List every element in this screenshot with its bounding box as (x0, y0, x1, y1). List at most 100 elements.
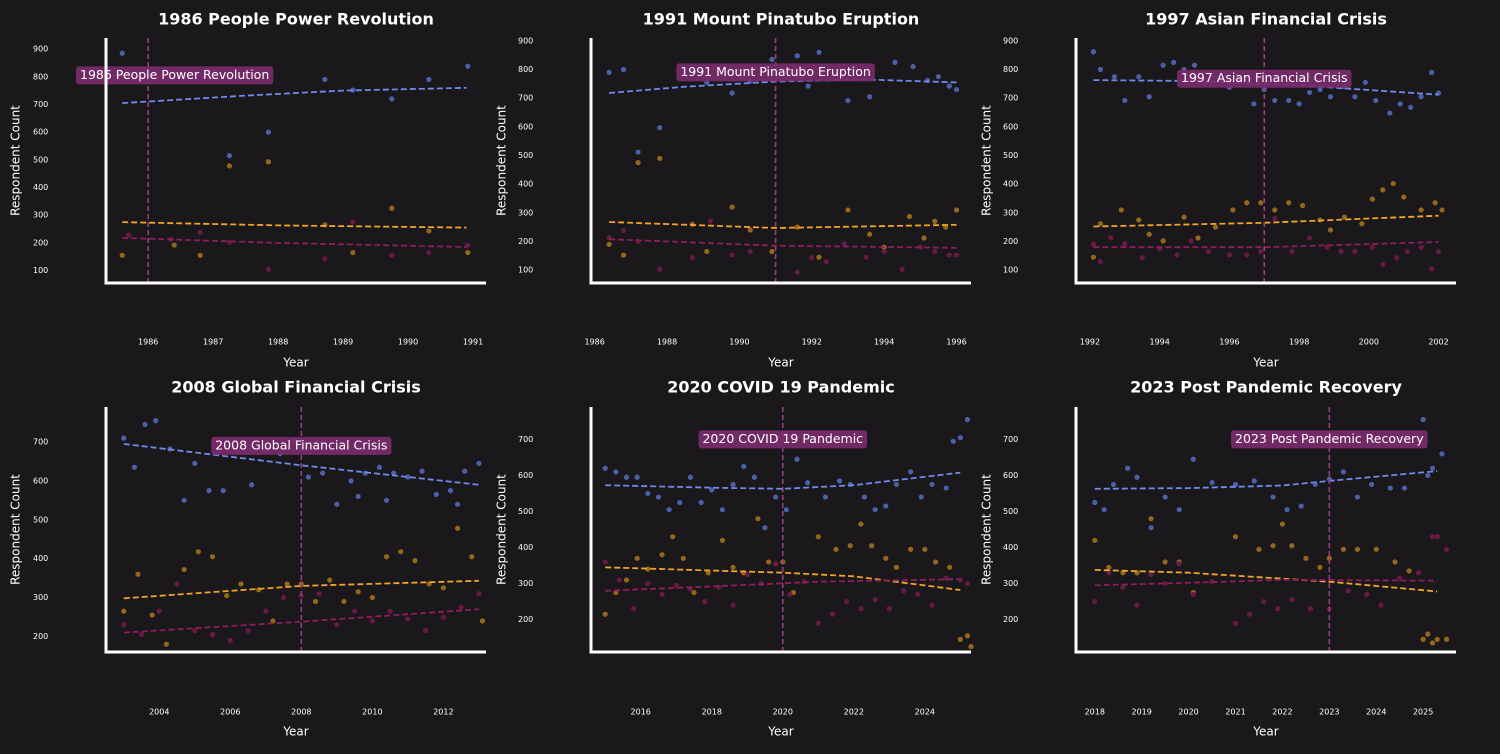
data-point (729, 204, 735, 210)
data-point (602, 559, 608, 565)
data-point (1162, 580, 1168, 587)
data-point (932, 218, 938, 224)
data-point (691, 589, 697, 596)
data-point (1300, 203, 1306, 209)
data-point (805, 480, 811, 486)
data-point (816, 254, 822, 260)
data-point (709, 487, 715, 493)
y-axis-label: Respondent Count (980, 474, 994, 585)
data-point (226, 163, 233, 169)
data-point (320, 470, 326, 476)
data-point (1397, 101, 1403, 107)
data-point (1251, 478, 1257, 484)
series-points-mid (602, 516, 974, 650)
data-point (953, 86, 960, 93)
data-point (899, 266, 905, 272)
y-tick-label: 600 (1003, 471, 1018, 480)
data-point (206, 488, 212, 494)
data-point (383, 554, 390, 560)
data-point (458, 604, 464, 610)
x-tick-label: 1987 (203, 338, 223, 347)
data-point (1429, 465, 1436, 471)
data-point (1270, 543, 1276, 549)
data-point (1434, 534, 1440, 540)
data-point (631, 606, 637, 612)
y-tick-label: 600 (33, 128, 48, 137)
x-tick-label: 1996 (1219, 338, 1239, 347)
data-point (769, 56, 775, 63)
data-point (389, 252, 395, 258)
data-point (616, 577, 623, 583)
data-point (1298, 503, 1304, 509)
data-point (1317, 564, 1323, 570)
data-point (1258, 200, 1264, 206)
y-tick-label: 100 (1003, 266, 1018, 275)
data-point (946, 83, 952, 89)
data-point (1272, 97, 1278, 104)
data-point (142, 421, 148, 428)
x-tick-label: 2024 (915, 708, 935, 717)
data-point (1387, 110, 1393, 116)
data-point (1354, 546, 1361, 552)
series-points-high (602, 417, 971, 531)
data-point (872, 507, 878, 513)
data-point (350, 87, 356, 93)
data-point (1368, 481, 1375, 488)
y-tick-label: 800 (33, 72, 48, 81)
trend-line-mid (1094, 569, 1438, 593)
data-point (816, 49, 822, 55)
data-point (769, 248, 775, 255)
data-point (755, 516, 761, 522)
data-point (794, 53, 800, 59)
data-point (1340, 469, 1347, 475)
y-tick-label: 500 (1003, 151, 1018, 160)
data-point (226, 239, 233, 245)
data-point (929, 481, 935, 488)
x-axis-label: Year (282, 725, 308, 739)
data-point (947, 564, 953, 570)
data-point (822, 494, 828, 500)
data-point (730, 602, 736, 608)
data-point (263, 608, 269, 614)
data-point (635, 160, 641, 166)
trend-line-low (605, 578, 961, 592)
trend-line-mid (1093, 214, 1439, 228)
data-point (677, 499, 683, 506)
x-tick-label: 2008 (291, 708, 311, 717)
data-point (171, 242, 177, 248)
trend-line-low (1094, 578, 1438, 587)
data-point (476, 591, 482, 597)
y-tick-label: 200 (33, 632, 48, 641)
data-point (316, 591, 322, 597)
data-point (1418, 244, 1424, 250)
x-tick-label: 2006 (220, 708, 240, 717)
data-point (389, 96, 395, 102)
data-point (841, 241, 847, 247)
data-point (1148, 516, 1154, 522)
data-point (351, 608, 358, 614)
data-point (1146, 94, 1152, 100)
data-point (1432, 200, 1438, 206)
event-label-box (211, 436, 392, 455)
series-points-low (1090, 215, 1442, 272)
data-point (1352, 94, 1358, 100)
data-point (620, 252, 627, 258)
trend-line-low (123, 608, 479, 634)
data-point (867, 94, 873, 100)
data-point (1306, 89, 1313, 96)
data-point (119, 50, 125, 56)
data-point (227, 637, 233, 643)
data-point (209, 631, 216, 638)
data-point (910, 64, 916, 70)
x-tick-label: 2004 (149, 708, 169, 717)
series-points-mid (121, 525, 486, 647)
x-tick-label: 1992 (802, 338, 822, 347)
data-point (673, 582, 679, 588)
y-tick-label: 100 (518, 266, 533, 275)
data-point (138, 631, 145, 638)
data-point (836, 478, 843, 484)
data-point (341, 598, 347, 605)
data-point (787, 591, 793, 597)
data-point (1354, 494, 1361, 500)
data-point (1303, 555, 1309, 561)
